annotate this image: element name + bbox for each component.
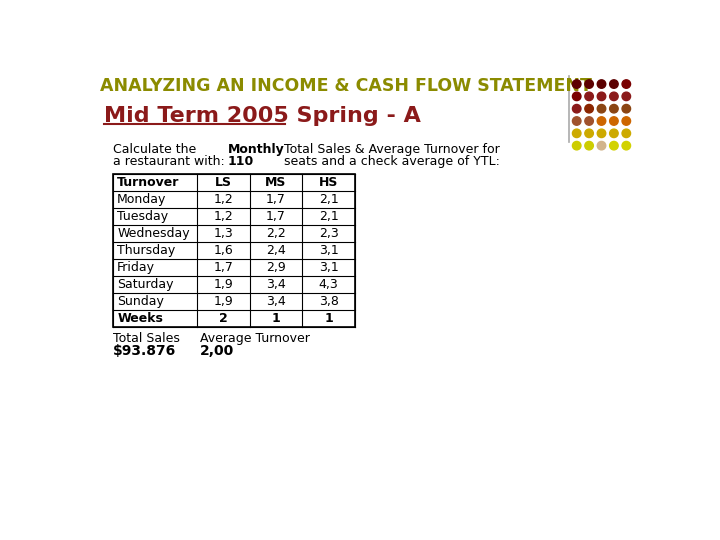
- Circle shape: [622, 104, 631, 113]
- Circle shape: [622, 117, 631, 125]
- Text: 2,1: 2,1: [319, 210, 338, 223]
- Text: Weeks: Weeks: [117, 312, 163, 325]
- Circle shape: [585, 104, 593, 113]
- Text: MS: MS: [265, 176, 287, 189]
- Text: Turnover: Turnover: [117, 176, 179, 189]
- Circle shape: [622, 92, 631, 100]
- Text: 2,1: 2,1: [319, 193, 338, 206]
- Circle shape: [585, 129, 593, 138]
- Text: 2,4: 2,4: [266, 244, 286, 257]
- Text: 1,2: 1,2: [213, 210, 233, 223]
- Text: 1,9: 1,9: [213, 295, 233, 308]
- Circle shape: [585, 141, 593, 150]
- Text: 1,9: 1,9: [213, 278, 233, 291]
- Text: ANALYZING AN INCOME & CASH FLOW STATEMENT: ANALYZING AN INCOME & CASH FLOW STATEMEN…: [100, 77, 592, 96]
- Text: Friday: Friday: [117, 261, 155, 274]
- Circle shape: [572, 117, 581, 125]
- Text: 2,3: 2,3: [319, 227, 338, 240]
- Circle shape: [597, 80, 606, 88]
- Bar: [113, 174, 355, 327]
- Text: 1: 1: [271, 312, 280, 325]
- Text: Thursday: Thursday: [117, 244, 176, 257]
- Circle shape: [597, 129, 606, 138]
- Text: 3,4: 3,4: [266, 278, 286, 291]
- Text: Average Turnover: Average Turnover: [200, 333, 310, 346]
- Text: 1,7: 1,7: [266, 193, 286, 206]
- Circle shape: [572, 80, 581, 88]
- Circle shape: [610, 80, 618, 88]
- Text: 110: 110: [228, 154, 254, 167]
- Circle shape: [585, 117, 593, 125]
- Text: Sunday: Sunday: [117, 295, 164, 308]
- Text: 1,7: 1,7: [213, 261, 233, 274]
- Circle shape: [597, 104, 606, 113]
- Text: 1,2: 1,2: [213, 193, 233, 206]
- Text: 3,8: 3,8: [319, 295, 338, 308]
- Text: Calculate the: Calculate the: [113, 143, 197, 156]
- Circle shape: [622, 129, 631, 138]
- Text: Saturday: Saturday: [117, 278, 174, 291]
- Circle shape: [572, 104, 581, 113]
- Text: 2,2: 2,2: [266, 227, 286, 240]
- Text: 3,4: 3,4: [266, 295, 286, 308]
- Circle shape: [610, 104, 618, 113]
- Circle shape: [572, 92, 581, 100]
- Text: 1,3: 1,3: [213, 227, 233, 240]
- Circle shape: [597, 117, 606, 125]
- Text: Monthly: Monthly: [228, 143, 284, 156]
- Circle shape: [585, 80, 593, 88]
- Text: 4,3: 4,3: [319, 278, 338, 291]
- Text: Tuesday: Tuesday: [117, 210, 168, 223]
- Text: Mid Term 2005 Spring - A: Mid Term 2005 Spring - A: [104, 106, 420, 126]
- Text: a restaurant with:: a restaurant with:: [113, 154, 225, 167]
- Text: 2: 2: [219, 312, 228, 325]
- Text: 2,9: 2,9: [266, 261, 286, 274]
- Text: Total Sales & Average Turnover for: Total Sales & Average Turnover for: [284, 143, 500, 156]
- Text: HS: HS: [319, 176, 338, 189]
- Text: $93.876: $93.876: [113, 344, 176, 358]
- Circle shape: [597, 141, 606, 150]
- Circle shape: [585, 92, 593, 100]
- Circle shape: [610, 141, 618, 150]
- Text: LS: LS: [215, 176, 232, 189]
- Circle shape: [572, 129, 581, 138]
- Circle shape: [572, 141, 581, 150]
- Text: 1,7: 1,7: [266, 210, 286, 223]
- Circle shape: [597, 92, 606, 100]
- Text: 1: 1: [324, 312, 333, 325]
- Text: Wednesday: Wednesday: [117, 227, 190, 240]
- Circle shape: [610, 117, 618, 125]
- Circle shape: [610, 129, 618, 138]
- Text: seats and a check average of YTL:: seats and a check average of YTL:: [284, 154, 500, 167]
- Text: Monday: Monday: [117, 193, 166, 206]
- Text: 2,00: 2,00: [200, 344, 234, 358]
- Text: 1,6: 1,6: [213, 244, 233, 257]
- Circle shape: [622, 141, 631, 150]
- Text: 3,1: 3,1: [319, 244, 338, 257]
- Circle shape: [610, 92, 618, 100]
- Text: 3,1: 3,1: [319, 261, 338, 274]
- Text: Total Sales: Total Sales: [113, 333, 180, 346]
- Circle shape: [622, 80, 631, 88]
